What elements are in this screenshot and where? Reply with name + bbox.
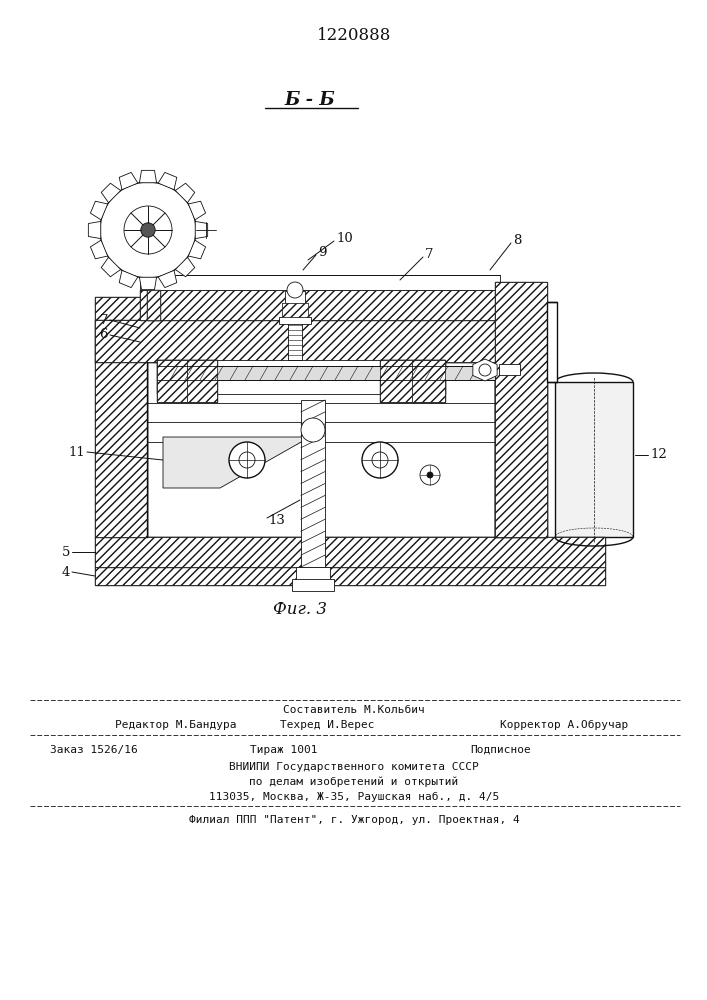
Circle shape [479, 364, 491, 376]
Text: 8: 8 [513, 233, 521, 246]
Polygon shape [188, 240, 206, 259]
Polygon shape [163, 437, 310, 488]
Polygon shape [90, 240, 107, 259]
Circle shape [141, 223, 156, 237]
Circle shape [239, 452, 255, 468]
Bar [95, 567, 605, 585]
Bar [495, 362, 547, 537]
Bar [285, 291, 305, 303]
Bar [157, 360, 217, 402]
Polygon shape [119, 270, 138, 288]
Text: 113035, Москва, Ж-35, Раушская наб., д. 4/5: 113035, Москва, Ж-35, Раушская наб., д. … [209, 792, 499, 802]
Bar [157, 360, 217, 394]
Polygon shape [119, 172, 138, 190]
Bar [288, 290, 302, 360]
Text: Б - Б: Б - Б [285, 91, 335, 109]
Circle shape [124, 206, 172, 254]
Text: 7: 7 [425, 248, 433, 261]
Bar [157, 360, 187, 402]
Text: ВНИИПИ Государственного комитета СССР: ВНИИПИ Государственного комитета СССР [229, 762, 479, 772]
Bar [495, 282, 547, 537]
Polygon shape [101, 257, 121, 277]
Bar [555, 382, 633, 537]
Bar [380, 360, 412, 402]
Text: 12: 12 [650, 448, 667, 462]
Circle shape [362, 442, 398, 478]
Text: 5: 5 [62, 546, 70, 558]
Bar [157, 360, 217, 394]
Circle shape [301, 418, 325, 442]
Polygon shape [139, 170, 156, 183]
Polygon shape [175, 183, 194, 203]
Bar [282, 303, 308, 317]
Bar [380, 360, 445, 402]
Bar [95, 297, 147, 537]
Bar [495, 362, 547, 537]
Bar [140, 275, 500, 290]
Bar [147, 290, 160, 320]
Bar [140, 290, 500, 320]
Text: 4: 4 [62, 566, 70, 578]
Bar [140, 290, 500, 320]
Text: Корректор А.Обручар: Корректор А.Обручар [500, 720, 629, 730]
Polygon shape [473, 359, 497, 381]
Bar [380, 360, 445, 394]
Polygon shape [90, 201, 107, 220]
Bar [279, 317, 311, 324]
Text: 11: 11 [69, 446, 85, 458]
Text: Фиг. 3: Фиг. 3 [273, 601, 327, 618]
Polygon shape [88, 221, 101, 239]
Bar [95, 537, 605, 567]
Text: 9: 9 [318, 245, 327, 258]
Bar [95, 537, 605, 567]
Circle shape [427, 472, 433, 478]
Bar [282, 303, 308, 317]
Bar [147, 362, 495, 537]
Bar [95, 320, 545, 362]
Text: 7: 7 [100, 314, 108, 326]
Bar [495, 282, 547, 537]
Circle shape [420, 465, 440, 485]
Bar [217, 360, 380, 394]
Bar [380, 360, 445, 394]
Text: Заказ 1526/16: Заказ 1526/16 [50, 745, 138, 755]
Text: 6: 6 [100, 328, 108, 342]
Bar [499, 364, 520, 375]
Circle shape [372, 452, 388, 468]
Polygon shape [139, 277, 156, 290]
Text: по делам изобретений и открытий: по делам изобретений и открытий [250, 777, 459, 787]
Bar [187, 360, 217, 402]
Bar [412, 360, 445, 402]
Text: Техред И.Верес: Техред И.Верес [280, 720, 375, 730]
Bar [301, 400, 325, 567]
Bar [157, 366, 495, 380]
Text: 10: 10 [336, 232, 353, 244]
Circle shape [287, 282, 303, 298]
Text: Тираж 1001: Тираж 1001 [250, 745, 317, 755]
Bar [547, 302, 557, 382]
Bar [147, 290, 160, 320]
Bar [292, 579, 334, 591]
Text: Редактор М.Бандура: Редактор М.Бандура [115, 720, 237, 730]
Polygon shape [188, 201, 206, 220]
Circle shape [100, 182, 196, 278]
Bar [296, 567, 330, 581]
Text: Филиал ППП "Патент", г. Ужгород, ул. Проектная, 4: Филиал ППП "Патент", г. Ужгород, ул. Про… [189, 815, 520, 825]
Bar [95, 567, 605, 585]
Polygon shape [158, 270, 177, 288]
Text: Составитель М.Кольбич: Составитель М.Кольбич [283, 705, 425, 715]
Polygon shape [158, 172, 177, 190]
Bar [95, 320, 545, 362]
Bar [95, 297, 147, 537]
Polygon shape [175, 257, 194, 277]
Text: 13: 13 [268, 514, 285, 526]
Text: Подписное: Подписное [470, 745, 531, 755]
Text: 1220888: 1220888 [317, 26, 391, 43]
Polygon shape [101, 183, 121, 203]
Circle shape [229, 442, 265, 478]
Polygon shape [195, 221, 208, 239]
